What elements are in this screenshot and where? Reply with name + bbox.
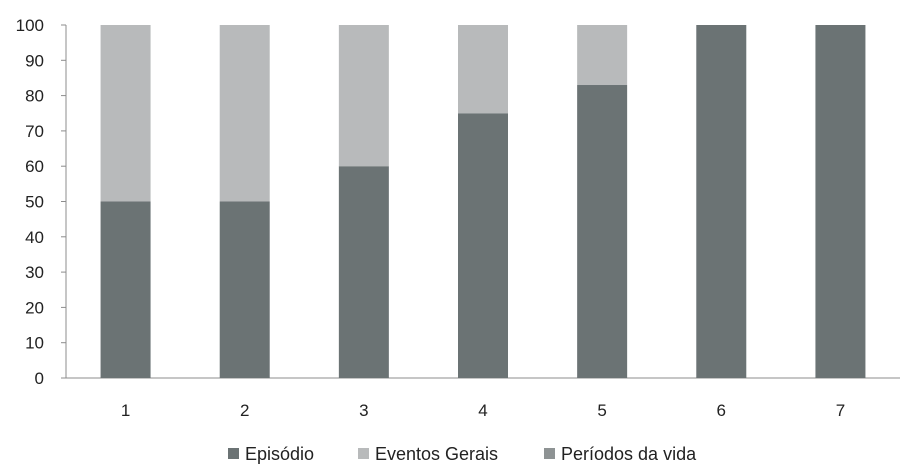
bar-eventos-gerais-5 bbox=[577, 25, 628, 86]
x-tick-label: 4 bbox=[478, 401, 487, 420]
y-tick-label: 90 bbox=[25, 51, 44, 70]
bar-episodio-4 bbox=[458, 113, 508, 378]
bar-eventos-gerais-1 bbox=[100, 25, 151, 202]
x-axis: 1 2 3 4 5 6 7 bbox=[66, 377, 900, 420]
bar-eventos-gerais-4 bbox=[458, 25, 508, 114]
bars bbox=[100, 25, 866, 378]
y-tick-label: 20 bbox=[25, 298, 44, 317]
bar-eventos-gerais-2 bbox=[219, 25, 270, 202]
legend: Episódio Eventos Gerais Períodos da vida bbox=[228, 444, 697, 464]
bar-episodio-2 bbox=[219, 201, 270, 378]
y-tick-label: 70 bbox=[25, 122, 44, 141]
legend-label-periodos-da-vida: Períodos da vida bbox=[561, 444, 697, 464]
x-tick-label: 2 bbox=[240, 401, 249, 420]
y-tick-label: 50 bbox=[25, 193, 44, 212]
bar-episodio-7 bbox=[815, 25, 866, 378]
x-tick-label: 6 bbox=[717, 401, 726, 420]
y-axis: 0 10 20 30 40 50 60 70 80 90 100 bbox=[16, 16, 67, 388]
legend-label-episodio: Episódio bbox=[245, 444, 314, 464]
x-tick-label: 7 bbox=[836, 401, 845, 420]
bar-episodio-5 bbox=[577, 85, 628, 378]
legend-swatch-episodio bbox=[228, 448, 239, 459]
bar-eventos-gerais-3 bbox=[338, 25, 389, 167]
y-tick-label: 30 bbox=[25, 263, 44, 282]
y-tick-label: 80 bbox=[25, 87, 44, 106]
legend-label-eventos-gerais: Eventos Gerais bbox=[375, 444, 498, 464]
legend-swatch-eventos-gerais bbox=[358, 448, 369, 459]
y-tick-label: 60 bbox=[25, 157, 44, 176]
x-tick-label: 1 bbox=[121, 401, 130, 420]
x-tick-label: 5 bbox=[597, 401, 606, 420]
bar-episodio-1 bbox=[100, 201, 151, 378]
y-tick-label: 10 bbox=[25, 334, 44, 353]
x-tick-label: 3 bbox=[359, 401, 368, 420]
y-tick-label: 100 bbox=[16, 16, 44, 35]
y-tick-label: 0 bbox=[35, 369, 44, 388]
legend-swatch-periodos-da-vida bbox=[544, 448, 555, 459]
bar-episodio-6 bbox=[696, 25, 747, 378]
bar-episodio-3 bbox=[338, 166, 389, 378]
y-tick-label: 40 bbox=[25, 228, 44, 247]
